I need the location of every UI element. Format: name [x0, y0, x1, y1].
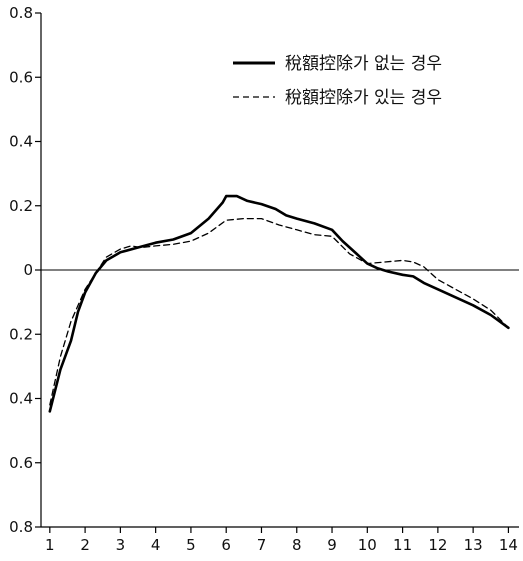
x-ticks: 1 2 3 4 5 6 7 8 9 10 11 12 13 14: [45, 527, 518, 554]
series-line-solid: [48, 194, 510, 413]
y-tick-label: 0.8: [9, 518, 33, 536]
x-tick-label: 12: [428, 536, 447, 554]
x-tick-label: 4: [151, 536, 161, 554]
y-tick-label: 0.6: [9, 454, 33, 472]
series-group: [48, 194, 510, 413]
x-tick-label: 3: [116, 536, 126, 554]
y-tick-label: 0.2: [9, 325, 33, 343]
x-tick-label: 7: [257, 536, 267, 554]
y-ticks: 0.8 0.6 0.4 0.2 0 0.2 0.4 0.6 0.8: [9, 4, 41, 536]
x-tick-label: 10: [358, 536, 377, 554]
x-tick-label: 6: [221, 536, 231, 554]
legend: 稅額控除가 없는 경우 稅額控除가 있는 경우: [233, 54, 442, 108]
x-tick-label: 9: [327, 536, 337, 554]
x-tick-label: 14: [499, 536, 518, 554]
y-tick-label: 0.8: [9, 4, 33, 22]
x-tick-label: 5: [186, 536, 196, 554]
series-line-dashed: [49, 217, 510, 406]
legend-label: 稅額控除가 있는 경우: [285, 88, 442, 108]
y-tick-label: 0: [23, 261, 33, 279]
x-tick-label: 2: [80, 536, 90, 554]
y-tick-label: 0.2: [9, 197, 33, 215]
y-tick-label: 0.4: [9, 390, 33, 408]
x-tick-label: 8: [292, 536, 302, 554]
axes: [40, 13, 519, 528]
x-tick-label: 13: [464, 536, 483, 554]
y-tick-label: 0.6: [9, 68, 33, 86]
y-tick-label: 0.4: [9, 133, 33, 151]
x-tick-label: 11: [393, 536, 412, 554]
x-tick-label: 1: [45, 536, 55, 554]
legend-label: 稅額控除가 없는 경우: [285, 54, 442, 74]
